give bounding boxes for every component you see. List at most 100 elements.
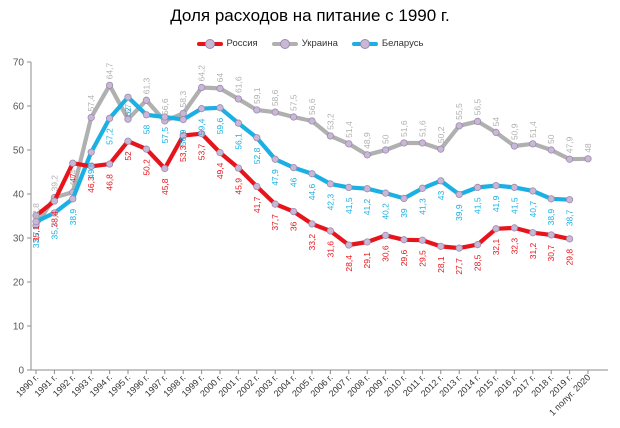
- data-point-0: [363, 238, 371, 246]
- data-label-2: 38,7: [565, 209, 575, 226]
- data-label-2: 56,9: [178, 129, 188, 146]
- data-point-1: [418, 139, 426, 147]
- data-point-2: [234, 119, 242, 127]
- data-label-1: 57,5: [289, 94, 299, 111]
- data-label-0: 32,1: [491, 238, 501, 255]
- data-point-1: [253, 106, 261, 114]
- data-label-1: 53,2: [325, 113, 335, 130]
- data-label-0: 46,3: [86, 176, 96, 193]
- data-label-2: 41,2: [362, 198, 372, 215]
- data-point-1: [510, 142, 519, 150]
- data-label-1: 50: [381, 134, 391, 144]
- data-label-0: 35,1: [31, 225, 41, 242]
- legend-item-russia[interactable]: Россия: [196, 38, 258, 49]
- data-point-2: [363, 185, 371, 193]
- data-label-2: 38,9: [68, 209, 78, 226]
- data-label-2: 41,3: [417, 198, 427, 215]
- legend-item-ukraine[interactable]: Украина: [271, 38, 338, 49]
- data-label-1: 64: [215, 73, 225, 83]
- data-point-0: [32, 211, 40, 220]
- data-label-0: 53,3: [178, 145, 188, 162]
- data-point-2: [253, 134, 261, 142]
- data-point-0: [106, 160, 114, 168]
- data-point-0: [418, 236, 426, 244]
- data-label-2: 57,5: [160, 127, 170, 144]
- data-label-2: 43: [436, 191, 446, 201]
- data-label-1: 40,4: [68, 169, 78, 186]
- data-label-0: 28,4: [344, 255, 354, 272]
- data-label-1: 50,9: [509, 123, 519, 140]
- data-point-1: [326, 132, 334, 140]
- data-label-2: 46: [289, 177, 299, 187]
- data-label-0: 46,8: [105, 174, 115, 191]
- data-point-0: [326, 227, 334, 235]
- data-point-2: [510, 183, 519, 191]
- legend-label-russia: Россия: [226, 38, 258, 49]
- data-point-2: [69, 195, 77, 203]
- data-point-2: [271, 155, 279, 163]
- data-label-2: 39: [399, 208, 409, 218]
- data-label-0: 27,7: [454, 258, 464, 275]
- data-label-0: 41,7: [252, 196, 262, 213]
- data-label-0: 33,2: [307, 234, 317, 251]
- data-label-1: 47,9: [565, 136, 575, 153]
- legend-label-belarus: Беларусь: [381, 38, 424, 49]
- data-label-2: 52,8: [252, 147, 262, 164]
- data-point-0: [510, 224, 519, 232]
- y-tick-label: 20: [13, 278, 25, 289]
- data-point-0: [253, 182, 261, 191]
- data-point-0: [473, 241, 482, 249]
- data-label-1: 55,5: [454, 103, 464, 120]
- data-label-1: 56,5: [473, 99, 483, 116]
- data-label-1: 64,2: [197, 65, 207, 82]
- legend-item-belarus[interactable]: Беларусь: [351, 38, 424, 49]
- data-label-0: 37,7: [270, 214, 280, 231]
- data-label-2: 59,4: [197, 118, 207, 135]
- data-label-0: 31,6: [325, 241, 335, 258]
- data-point-1: [437, 145, 445, 153]
- data-point-1: [529, 140, 537, 148]
- data-label-1: 59,1: [252, 87, 262, 104]
- data-label-0: 29,8: [565, 249, 575, 266]
- data-label-0: 30,6: [381, 245, 391, 262]
- data-point-2: [345, 183, 353, 191]
- data-label-1: 50: [546, 134, 556, 144]
- data-point-2: [400, 194, 408, 202]
- data-label-2: 59,6: [215, 117, 225, 134]
- data-label-0: 50,2: [141, 159, 151, 176]
- data-label-2: 41,5: [509, 197, 519, 214]
- series-line-0: [33, 131, 572, 251]
- data-point-1: [381, 146, 390, 154]
- data-label-1: 64,7: [105, 63, 115, 80]
- data-point-2: [216, 104, 224, 112]
- data-label-2: 42,3: [325, 194, 335, 211]
- data-point-2: [198, 105, 206, 113]
- data-label-0: 28,1: [436, 256, 446, 273]
- y-tick-label: 30: [13, 234, 25, 245]
- data-point-2: [308, 170, 316, 178]
- data-label-2: 41,9: [491, 195, 501, 212]
- data-point-0: [289, 208, 298, 216]
- data-point-1: [234, 95, 242, 103]
- data-point-0: [216, 149, 224, 157]
- data-point-0: [50, 197, 59, 205]
- data-label-1: 56,6: [160, 98, 170, 115]
- data-label-1: 51,6: [399, 120, 409, 137]
- data-point-2: [455, 190, 463, 199]
- y-tick-label: 60: [13, 102, 25, 113]
- data-label-1: 32,8: [31, 203, 41, 220]
- data-label-1: 39,2: [49, 175, 59, 192]
- data-point-2: [161, 113, 169, 121]
- data-label-0: 29,1: [362, 252, 372, 269]
- data-point-0: [179, 131, 187, 140]
- data-point-2: [50, 209, 59, 217]
- data-point-1: [87, 113, 95, 122]
- data-point-2: [289, 164, 298, 172]
- data-label-1: 61,6: [233, 76, 243, 93]
- data-label-0: 28,5: [473, 254, 483, 271]
- chart-title: Доля расходов на питание с 1990 г.: [170, 6, 450, 25]
- data-point-0: [400, 236, 408, 244]
- data-point-0: [529, 229, 537, 237]
- data-point-0: [492, 225, 500, 233]
- y-tick-label: 50: [13, 146, 25, 157]
